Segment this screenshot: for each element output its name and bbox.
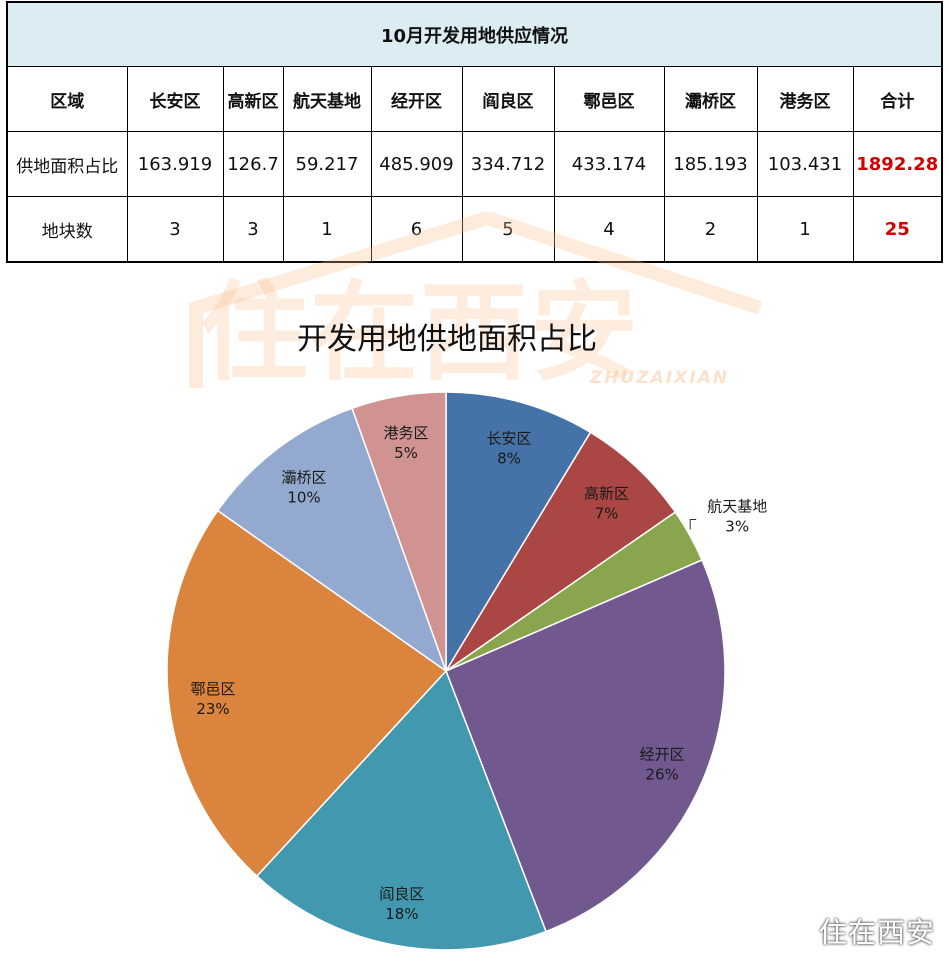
slice-label: 高新区 bbox=[584, 484, 629, 502]
table-row-area: 供地面积占比 163.919 126.7 59.217 485.909 334.… bbox=[6, 131, 943, 197]
table-cell: 185.193 bbox=[663, 131, 758, 197]
slice-percent: 7% bbox=[595, 504, 619, 522]
corner-watermark: 住在西安 bbox=[818, 916, 935, 949]
header-row: 区域 长安区 高新区 航天基地 经开区 阎良区 鄠邑区 灞桥区 港务区 合计 bbox=[6, 66, 943, 132]
pie-slice bbox=[216, 407, 448, 673]
watermark-text: 住在西安 bbox=[200, 271, 641, 396]
column-header: 长安区 bbox=[126, 66, 224, 132]
watermark-house-icon bbox=[189, 212, 763, 388]
slice-label: 阎良区 bbox=[379, 885, 424, 903]
total-header: 合计 bbox=[852, 66, 943, 132]
table-cell: 433.174 bbox=[553, 131, 665, 197]
slice-label: 灞桥区 bbox=[281, 469, 326, 487]
table-cell: 2 bbox=[663, 196, 758, 263]
table-cell: 103.431 bbox=[756, 131, 854, 197]
pie-slice bbox=[166, 509, 448, 878]
supply-table: 10月开发用地供应情况 区域 长安区 高新区 航天基地 经开区 阎良区 鄠邑区 … bbox=[6, 1, 943, 263]
pie-slice bbox=[445, 431, 677, 672]
column-header: 港务区 bbox=[756, 66, 854, 132]
slice-percent: 26% bbox=[645, 766, 678, 784]
column-header: 经开区 bbox=[370, 66, 463, 132]
table-cell: 3 bbox=[222, 196, 284, 263]
table-cell: 4 bbox=[553, 196, 665, 263]
slice-percent: 10% bbox=[287, 489, 320, 507]
pie-slice bbox=[445, 559, 726, 933]
slice-label: 经开区 bbox=[640, 746, 685, 764]
table-cell: 1 bbox=[756, 196, 854, 263]
slice-percent: 5% bbox=[394, 444, 418, 462]
row-label: 供地面积占比 bbox=[6, 131, 128, 197]
slice-percent: 3% bbox=[725, 518, 749, 536]
total-cell: 1892.28 bbox=[852, 131, 943, 197]
table-cell: 126.7 bbox=[222, 131, 284, 197]
slice-percent: 23% bbox=[196, 700, 229, 718]
slice-label: 港务区 bbox=[383, 424, 428, 442]
slice-label: 鄠邑区 bbox=[190, 680, 235, 698]
table-cell: 6 bbox=[370, 196, 463, 263]
pie-slice bbox=[351, 391, 447, 672]
table-row-count: 地块数 3 3 1 6 5 4 2 1 25 bbox=[6, 196, 943, 263]
leader-line bbox=[689, 519, 697, 530]
slice-percent: 18% bbox=[385, 905, 418, 923]
row-label: 地块数 bbox=[6, 196, 128, 263]
watermark-subtext: ZHUZAIXIAN bbox=[590, 368, 729, 388]
table-cell: 3 bbox=[126, 196, 224, 263]
table-cell: 334.712 bbox=[461, 131, 555, 197]
pie-slice bbox=[255, 669, 547, 951]
chart-title: 开发用地供地面积占比 bbox=[297, 322, 597, 357]
table-cell: 59.217 bbox=[282, 131, 372, 197]
total-cell: 25 bbox=[852, 196, 943, 263]
slice-label: 长安区 bbox=[486, 429, 531, 447]
slice-percent: 8% bbox=[497, 449, 521, 467]
pie-slice bbox=[445, 391, 592, 674]
table-cell: 1 bbox=[282, 196, 372, 263]
slice-label: 航天基地 bbox=[707, 498, 767, 516]
table-cell: 5 bbox=[461, 196, 555, 263]
column-header: 灞桥区 bbox=[663, 66, 758, 132]
